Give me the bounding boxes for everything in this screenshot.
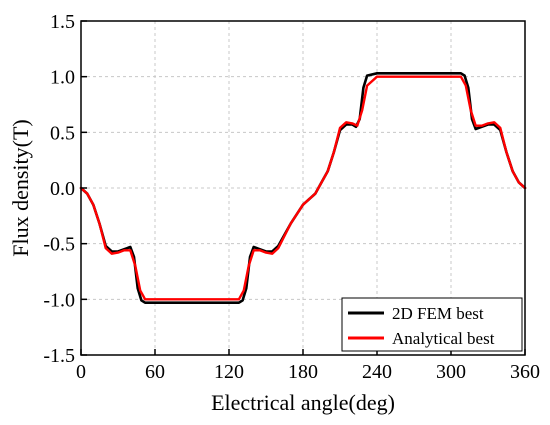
y-tick-label: -0.5 — [43, 234, 75, 256]
x-tick-label: 240 — [362, 361, 392, 383]
x-axis-title: Electrical angle(deg) — [211, 390, 395, 415]
series-line-analytical — [79, 75, 527, 301]
x-tick-label: 0 — [76, 361, 86, 383]
y-axis-title: Flux density(T) — [8, 119, 33, 257]
legend: 2D FEM best Analytical best — [341, 297, 523, 352]
x-tick-label: 60 — [145, 361, 165, 383]
y-tick-label: 0.0 — [50, 178, 75, 200]
y-tick-label: 0.5 — [50, 122, 75, 144]
legend-label-analytical: Analytical best — [392, 329, 495, 348]
axis-ticks: 0 60 120 180 240 300 360 -1.5 -1.0 -0.5 0.0 0.5 1.0 1… — [43, 11, 540, 383]
y-tick-label: 1.0 — [50, 67, 75, 89]
x-tick-label: 360 — [510, 361, 540, 383]
y-tick-label: -1.0 — [43, 289, 75, 311]
x-tick-label: 300 — [436, 361, 466, 383]
series-group — [79, 72, 527, 305]
legend-box — [341, 297, 523, 352]
y-tick-label: -1.5 — [43, 345, 75, 367]
x-tick-label: 120 — [214, 361, 244, 383]
y-tick-label: 1.5 — [50, 11, 75, 33]
x-tick-label: 180 — [288, 361, 318, 383]
legend-label-fem: 2D FEM best — [392, 304, 484, 323]
